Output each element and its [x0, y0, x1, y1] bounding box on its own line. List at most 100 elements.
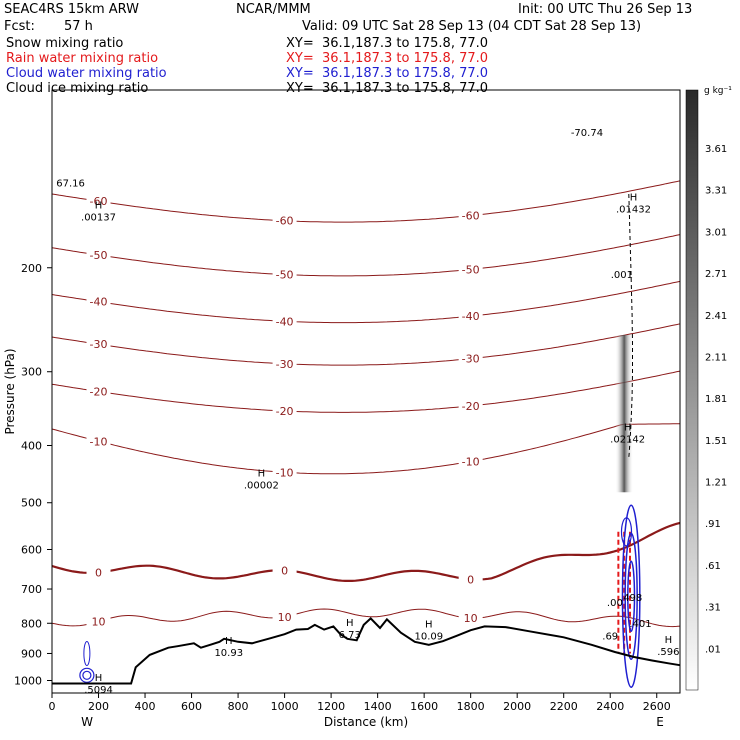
colorbar-tick-label: 1.81 — [705, 394, 727, 405]
valid-time: Valid: 09 UTC Sat 28 Sep 13 (04 CDT Sat … — [302, 19, 642, 34]
x-tick-label: 2000 — [503, 700, 531, 713]
cloud-ice-contour — [628, 193, 633, 459]
isotherm-label: 10 — [278, 611, 292, 624]
isotherm-label-bg — [86, 434, 111, 448]
extremum-value: .69 — [602, 632, 618, 643]
isotherm-minus50 — [51, 234, 681, 277]
isotherm-label: -60 — [276, 215, 294, 228]
y-tick-label: 1000 — [14, 674, 42, 687]
x-tick-label: 800 — [228, 700, 249, 713]
forecast-label: Fcst: — [4, 19, 35, 34]
y-tick-label: 700 — [21, 583, 42, 596]
isotherm-label: -50 — [276, 269, 294, 282]
isotherm-label-bg — [86, 384, 111, 398]
field-name-snow: Snow mixing ratio — [6, 36, 124, 51]
x-tick-label: 1000 — [271, 700, 299, 713]
extremum-value: 10.93 — [214, 648, 243, 659]
extremum-value: .00 — [607, 598, 623, 609]
colorbar-tick-label: 3.31 — [705, 186, 727, 197]
cloud-water-contour — [627, 560, 636, 632]
cloud-water-contour — [621, 504, 641, 688]
isotherm-label-bg — [272, 563, 297, 577]
isotherm-0 — [51, 521, 681, 582]
extremum-value: 67.16 — [56, 178, 85, 189]
init-time: Init: 00 UTC Thu 26 Sep 13 — [518, 2, 693, 17]
extremum-value: .001 — [611, 270, 633, 281]
isotherm-minus20 — [51, 370, 681, 413]
isotherm-label: -20 — [462, 400, 480, 413]
y-tick-label: 400 — [21, 440, 42, 453]
extremum-mark: H — [346, 618, 354, 629]
cloud-water-contour — [79, 667, 95, 683]
x-tick-label: 0 — [49, 700, 56, 713]
colorbar-tick-label: .61 — [705, 561, 721, 572]
extremum-value: 10.09 — [414, 632, 443, 643]
extremum-value: .401 — [629, 619, 651, 630]
colorbar-tick-label: 3.01 — [705, 227, 727, 238]
isotherm-label: -30 — [276, 358, 294, 371]
isotherm-minus60 — [51, 180, 681, 223]
extremum-mark: H — [630, 192, 638, 203]
x-end-label-west: W — [81, 715, 93, 729]
colorbar-tick-label: .31 — [705, 603, 721, 614]
isotherm-label: -20 — [90, 385, 108, 398]
colorbar-tick-label: .91 — [705, 519, 721, 530]
extremum-value: .02142 — [610, 434, 645, 445]
isotherm-label: -50 — [462, 263, 480, 276]
cloud-water-contour — [83, 640, 91, 666]
isotherm-label: -60 — [90, 195, 108, 208]
isotherm-label-bg — [458, 262, 483, 276]
colorbar-tick-label: 1.51 — [705, 436, 727, 447]
field-xy-cloud-water: XY= 36.1,187.3 to 175.8, 77.0 — [286, 66, 489, 81]
isotherm-10 — [51, 608, 681, 628]
extremum-value: 6.73 — [339, 630, 361, 641]
isotherm-label-bg — [458, 572, 483, 586]
plot-frame — [51, 89, 681, 694]
field-name-rain: Rain water mixing ratio — [6, 51, 159, 66]
y-tick-label: 200 — [21, 262, 42, 275]
isotherm-label: -30 — [462, 353, 480, 366]
x-axis-label: Distance (km) — [324, 715, 408, 729]
y-tick-label: 600 — [21, 543, 42, 556]
x-tick-label: 200 — [88, 700, 109, 713]
isotherm-label-bg — [458, 454, 483, 468]
x-tick-label: 2200 — [550, 700, 578, 713]
isotherm-label-bg — [272, 404, 297, 418]
field-name-cloud-ice: Cloud ice mixing ratio — [6, 81, 149, 96]
colorbar-tick-label: 2.11 — [705, 352, 727, 363]
isotherm-label: 10 — [92, 616, 106, 629]
isotherm-label: -40 — [276, 315, 294, 328]
x-tick-label: 2400 — [596, 700, 624, 713]
field-xy-snow: XY= 36.1,187.3 to 175.8, 77.0 — [286, 36, 489, 51]
isotherm-label-bg — [86, 294, 111, 308]
field-xy-rain: XY= 36.1,187.3 to 175.8, 77.0 — [286, 51, 489, 66]
y-tick-label: 900 — [21, 647, 42, 660]
isotherm-label-bg — [458, 309, 483, 323]
extremum-value: .00002 — [244, 481, 279, 492]
extremum-mark: H — [425, 620, 433, 631]
extremum-value: .596 — [657, 647, 679, 658]
extremum-value: .01432 — [616, 204, 651, 215]
extremum-mark: H — [95, 201, 103, 212]
y-tick-label: 800 — [21, 617, 42, 630]
isotherm-minus10 — [51, 423, 680, 475]
cloud-water-contour — [82, 670, 92, 680]
isotherm-label-bg — [86, 247, 111, 261]
isotherm-label-bg — [86, 565, 111, 579]
y-tick-label: 500 — [21, 497, 42, 510]
colorbar-tick-label: 3.61 — [705, 144, 727, 155]
isotherm-label-bg — [272, 465, 297, 479]
y-axis-label: Pressure (hPa) — [3, 348, 17, 434]
extremum-value: .5094 — [84, 685, 113, 696]
x-tick-label: 1800 — [457, 700, 485, 713]
isotherm-label-bg — [458, 208, 483, 222]
isotherm-label: -10 — [276, 466, 294, 479]
isotherm-label-bg — [272, 356, 297, 370]
isotherm-label: 0 — [281, 564, 288, 577]
isotherm-label: -40 — [90, 296, 108, 309]
colorbar-unit: g kg⁻¹ — [704, 86, 732, 96]
isotherm-label: -20 — [276, 405, 294, 418]
x-tick-label: 1600 — [410, 700, 438, 713]
x-tick-label: 400 — [135, 700, 156, 713]
